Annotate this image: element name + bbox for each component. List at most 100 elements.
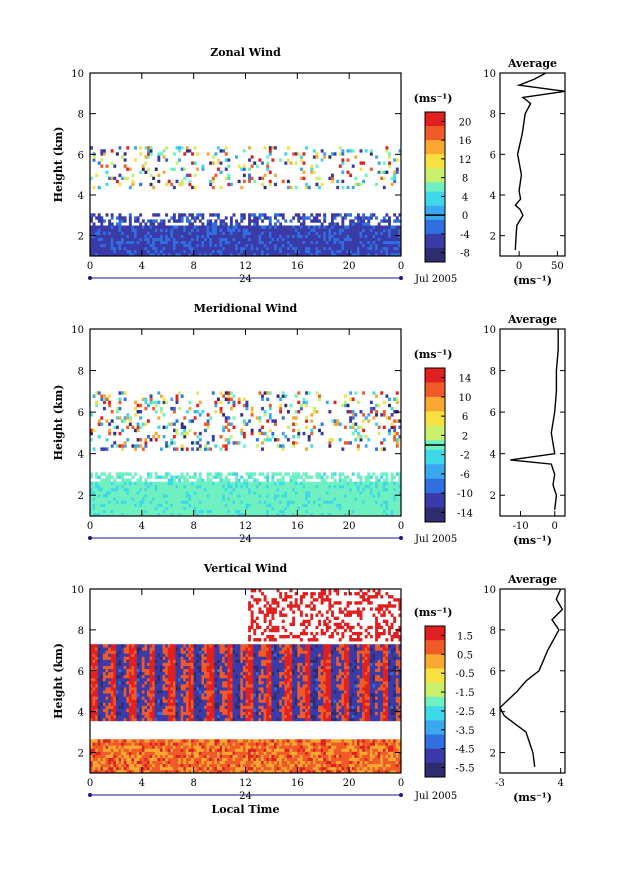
heatmap-cell [248, 500, 251, 504]
heatmap-cell [172, 478, 176, 483]
heatmap-cell [343, 243, 347, 248]
heatmap-cell [183, 234, 187, 238]
heatmap-cell [157, 225, 161, 229]
heatmap-cell [388, 497, 391, 501]
heatmap-cell [172, 237, 176, 242]
heatmap-cell [128, 216, 132, 220]
heatmap-cell [175, 487, 179, 492]
heatmap-cell [302, 234, 306, 238]
heatmap-cell [341, 234, 345, 238]
heatmap-cell [216, 213, 220, 217]
heatmap-cell [128, 653, 132, 657]
heatmap-cell [341, 481, 345, 486]
heatmap-cell [281, 444, 285, 448]
heatmap-cell [271, 146, 275, 150]
heatmap-cell [108, 751, 112, 755]
heatmap-cell [336, 222, 340, 226]
heatmap-cell [284, 500, 288, 504]
heatmap-cell [276, 500, 280, 504]
heatmap-cell [113, 708, 117, 712]
heatmap-cell [110, 161, 114, 165]
heatmap-cell [110, 742, 114, 746]
heatmap-cell [346, 240, 350, 245]
heatmap-cell [115, 696, 119, 700]
heatmap-cell [398, 478, 402, 483]
heatmap-cell [380, 512, 384, 517]
heatmap-cell [128, 699, 132, 703]
heatmap-cell [320, 475, 324, 479]
heatmap-cell [157, 234, 161, 238]
heatmap-cell [121, 684, 124, 688]
heatmap-cell [242, 173, 246, 177]
heatmap-cell [183, 246, 187, 251]
heatmap-cell [268, 246, 272, 251]
heatmap-cell [144, 754, 148, 758]
heatmap-cell [331, 500, 334, 504]
heatmap-cell [232, 425, 236, 430]
heatmap-cell [134, 428, 137, 433]
heatmap-cell [157, 677, 161, 682]
heatmap-cell [193, 416, 197, 420]
heatmap-cell [198, 512, 202, 517]
heatmap-cell [149, 711, 153, 716]
heatmap-cell [92, 512, 96, 517]
heatmap-cell [131, 714, 135, 719]
heatmap-cell [382, 161, 386, 165]
heatmap-cell [359, 222, 363, 226]
heatmap-cell [232, 481, 236, 486]
colorbar-swatch [425, 392, 445, 398]
heatmap-cell [134, 503, 137, 507]
heatmap-cell [305, 487, 308, 492]
heatmap-cell [274, 216, 277, 220]
heatmap-cell [255, 243, 259, 248]
heatmap-cell [147, 656, 150, 660]
heatmap-cell [209, 249, 213, 254]
heatmap-cell [398, 481, 402, 486]
heatmap-cell [113, 497, 117, 501]
heatmap-cell [359, 506, 363, 511]
heatmap-cell [201, 228, 205, 232]
heatmap-cell [178, 497, 182, 501]
heatmap-cell [390, 240, 394, 245]
heatmap-cell [307, 475, 311, 479]
heatmap-cell [235, 487, 239, 492]
heatmap-cell [222, 240, 226, 245]
heatmap-cell [204, 512, 207, 517]
heatmap-cell [201, 225, 205, 229]
heatmap-cell [343, 484, 347, 489]
heatmap-cell [191, 231, 194, 235]
heatmap-cell [395, 391, 399, 395]
heatmap-cell [113, 705, 117, 709]
heatmap-cell [315, 487, 319, 492]
heatmap-cell [318, 240, 321, 245]
heatmap-cell [113, 714, 117, 719]
heatmap-cell [281, 249, 285, 254]
heatmap-cell [126, 228, 130, 232]
heatmap-cell [240, 216, 244, 220]
heatmap-cell [331, 252, 334, 257]
heatmap-cell [351, 506, 355, 511]
heatmap-cell [102, 447, 106, 451]
heatmap-cell [209, 219, 213, 223]
heatmap-cell [253, 231, 257, 235]
heatmap-cell [147, 708, 150, 712]
heatmap-cell [245, 478, 249, 483]
heatmap-cell [331, 472, 334, 476]
heatmap-cell [292, 512, 296, 517]
heatmap-cell [240, 475, 244, 479]
heatmap-cell [289, 231, 293, 235]
heatmap-cell [128, 491, 132, 495]
heatmap-cell [100, 757, 104, 762]
heatmap-cell [121, 500, 124, 504]
heatmap-cell [362, 500, 366, 504]
heatmap-cell [382, 484, 386, 489]
heatmap-cell [232, 472, 236, 476]
heatmap-cell [131, 246, 135, 251]
heatmap-cell [312, 497, 316, 501]
heatmap-cell [227, 231, 231, 235]
heatmap-cell [245, 240, 249, 245]
heatmap-cell [128, 225, 132, 229]
heatmap-cell [294, 152, 298, 156]
heatmap-cell [261, 176, 264, 181]
heatmap-cell [229, 222, 233, 226]
